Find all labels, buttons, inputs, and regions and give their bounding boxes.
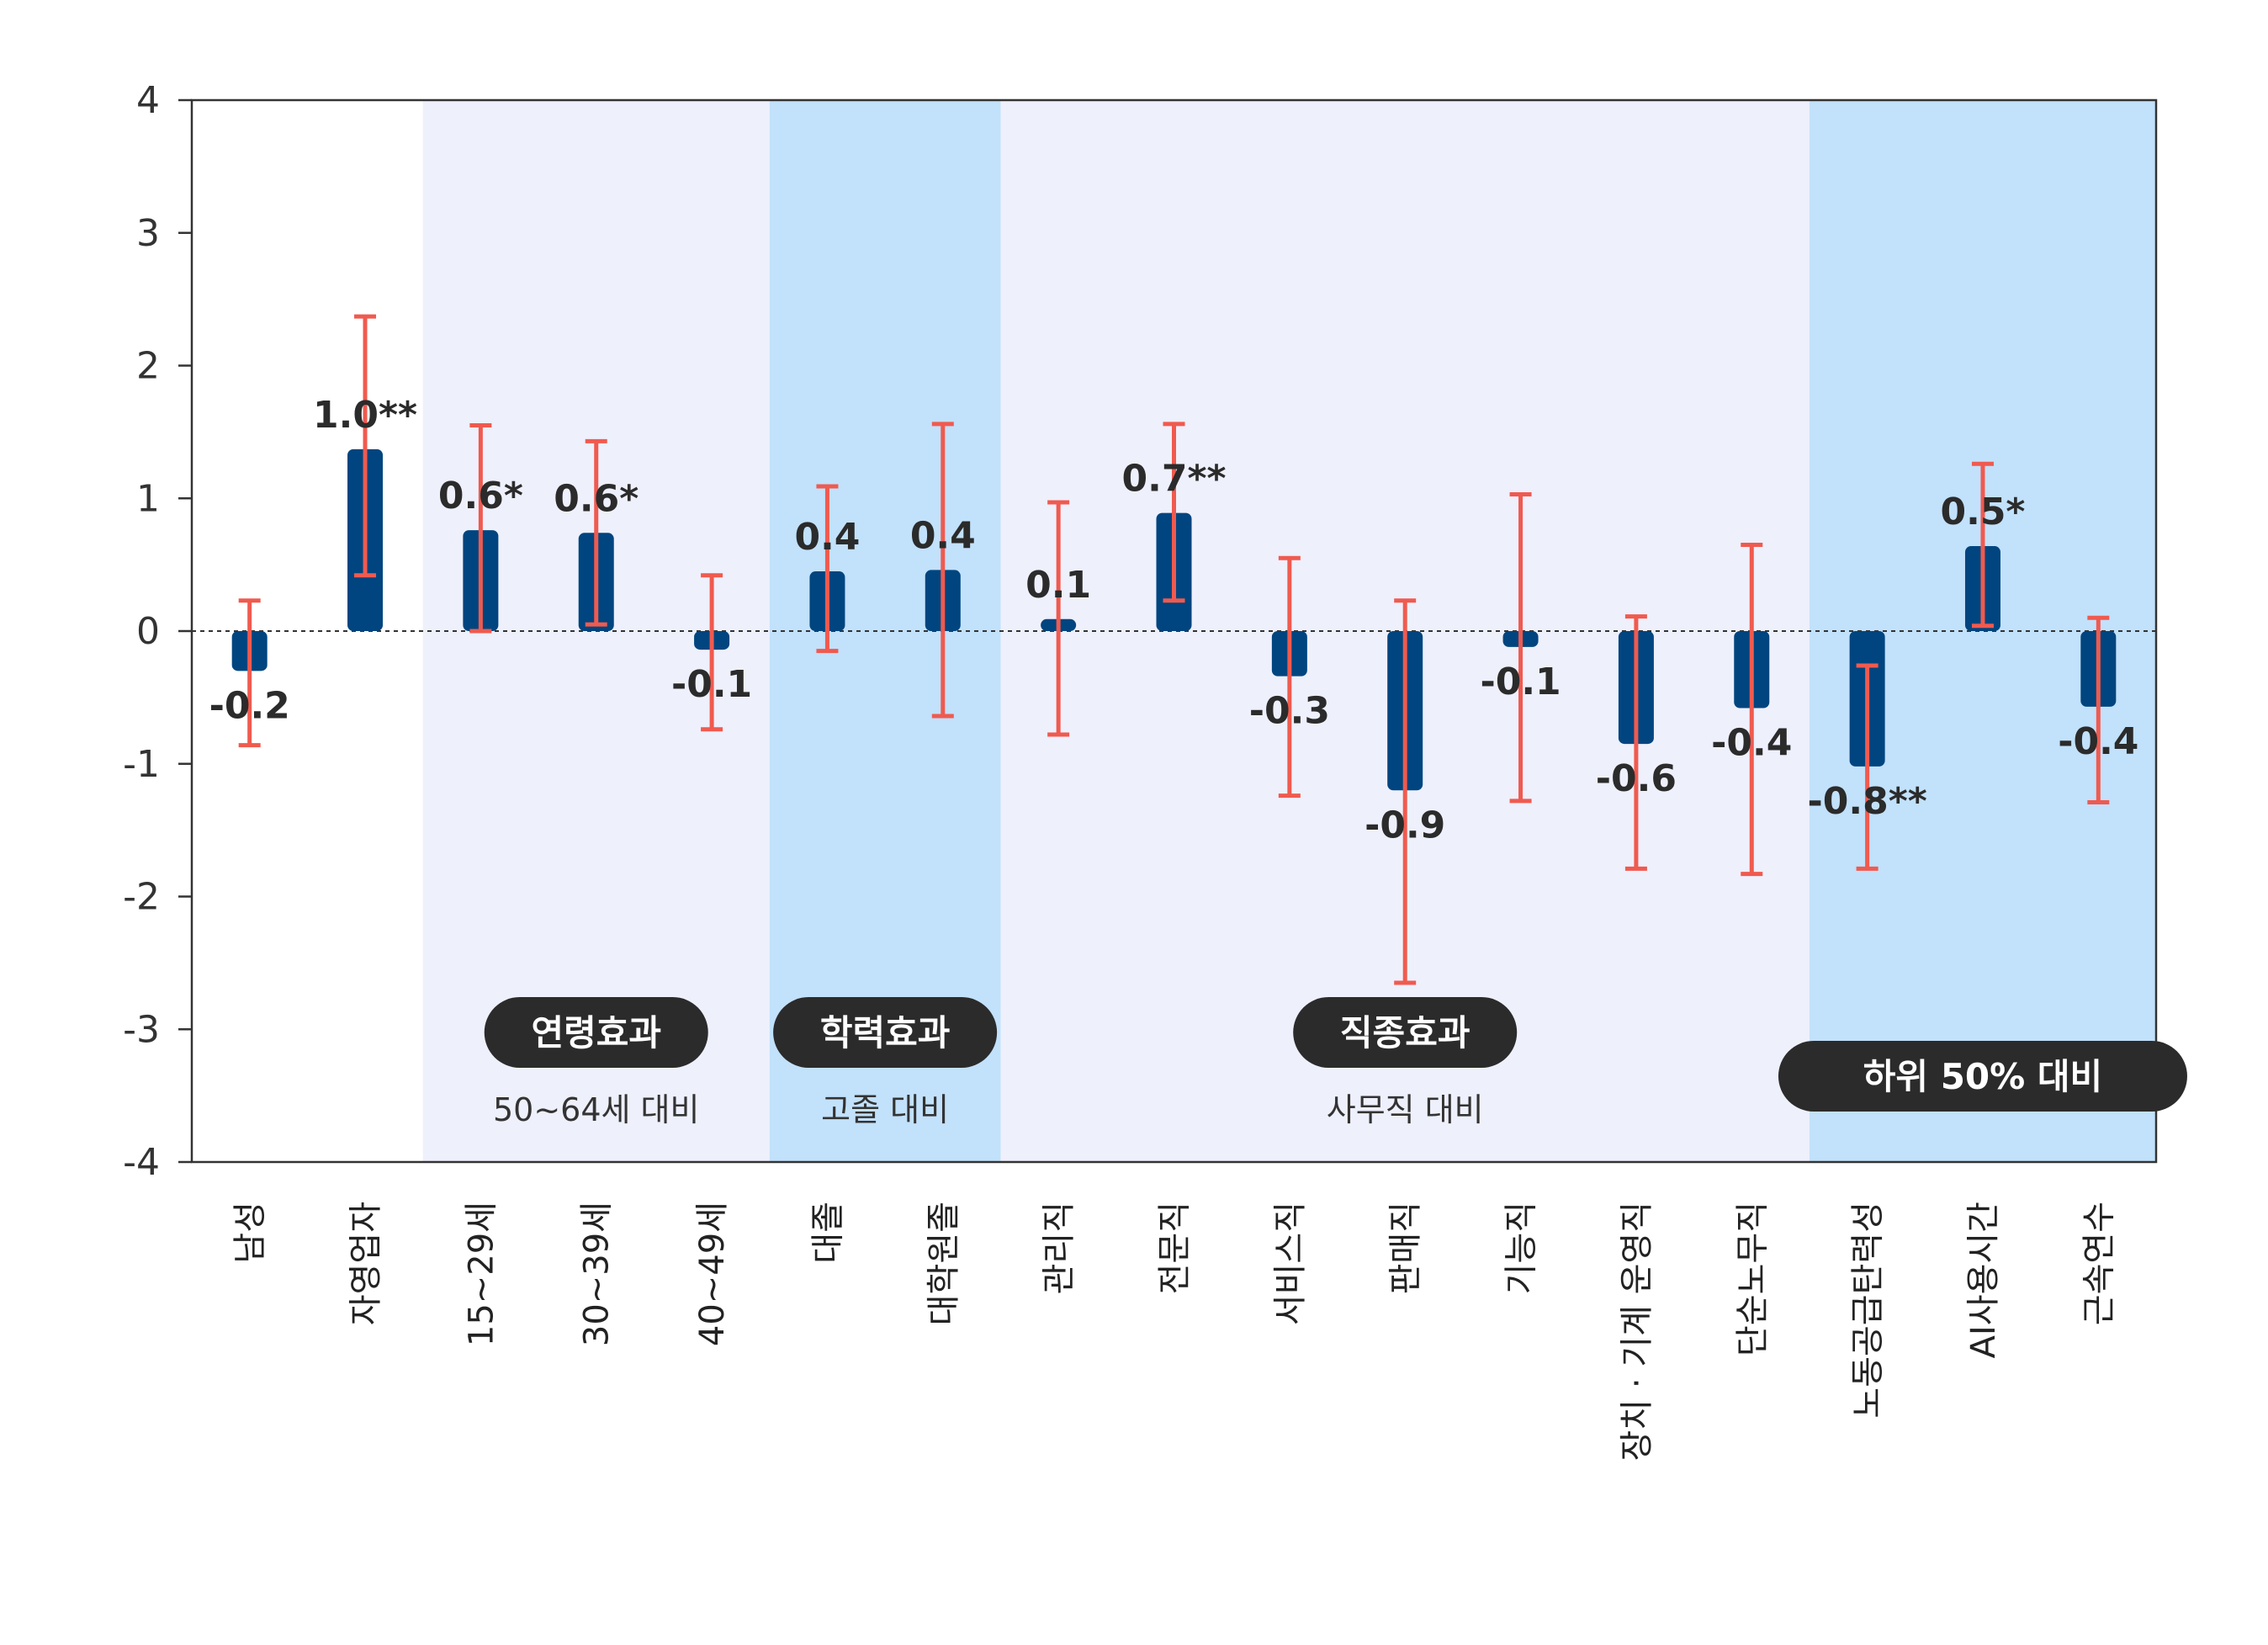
group-name: 하위 50% 대비 bbox=[1863, 1056, 2102, 1097]
x-category-label: AI사용시간 bbox=[1964, 1202, 2003, 1358]
value-label: 0.7** bbox=[1122, 458, 1227, 501]
group-name: 학력효과 bbox=[820, 1012, 951, 1053]
group-pill bbox=[1293, 997, 1518, 1068]
group-baseline: 고졸 대비 bbox=[821, 1091, 949, 1128]
value-label: 0.6* bbox=[438, 475, 523, 517]
value-label: 0.1 bbox=[1025, 564, 1091, 607]
group-pill bbox=[773, 997, 998, 1068]
x-category-label: 전문직 bbox=[1156, 1202, 1195, 1294]
x-category-label: 40~49세 bbox=[693, 1202, 732, 1346]
value-label: -0.6 bbox=[1596, 757, 1677, 800]
y-tick-label: -1 bbox=[123, 743, 160, 786]
value-label: 0.4 bbox=[794, 516, 860, 559]
group-name: 직종효과 bbox=[1340, 1012, 1470, 1053]
x-category-label: 15~29세 bbox=[462, 1202, 501, 1346]
x-category-label: 자영업자 bbox=[347, 1202, 385, 1325]
x-category-label: 대졸 bbox=[808, 1202, 847, 1264]
y-tick-label: 2 bbox=[136, 345, 160, 388]
x-category-label: 판매직 bbox=[1386, 1202, 1425, 1294]
value-label: -0.1 bbox=[1480, 661, 1561, 703]
group-baseline: 사무직 대비 bbox=[1327, 1091, 1484, 1128]
x-category-label: 기능직 bbox=[1502, 1202, 1541, 1294]
group-name: 연령효과 bbox=[531, 1012, 661, 1053]
error-bars bbox=[238, 314, 2110, 985]
value-label: -0.4 bbox=[2058, 720, 2138, 763]
y-tick-label: 1 bbox=[136, 477, 160, 520]
y-axis-ticks: 4 3 2 1 0 -1 -2 -3 -4 bbox=[123, 79, 192, 1184]
y-tick-label: -2 bbox=[123, 876, 160, 919]
value-label: -0.2 bbox=[209, 684, 290, 727]
value-label: 0.6* bbox=[554, 477, 639, 520]
value-label: -0.4 bbox=[1711, 721, 1792, 764]
x-category-label: 남성 bbox=[231, 1202, 270, 1264]
value-label: -0.9 bbox=[1365, 804, 1445, 846]
x-category-label: 장치 · 기계 운영직 bbox=[1618, 1202, 1656, 1461]
y-tick-label: 4 bbox=[136, 79, 160, 122]
x-category-label: 30~39세 bbox=[578, 1202, 617, 1346]
value-label: -0.1 bbox=[671, 663, 752, 706]
value-label: 0.4 bbox=[910, 514, 976, 557]
y-tick-label: 3 bbox=[136, 212, 160, 255]
x-category-label: 관리직 bbox=[1040, 1202, 1078, 1294]
y-tick-label: -3 bbox=[123, 1008, 160, 1051]
x-category-label: 서비스직 bbox=[1271, 1202, 1310, 1325]
y-tick-label: 0 bbox=[136, 610, 160, 653]
x-category-label: 근속연수 bbox=[2080, 1202, 2118, 1325]
group-pill bbox=[484, 997, 708, 1068]
value-labels: -0.2 1.0** 0.6* 0.6* -0.1 0.4 0.4 0.1 0.7** -0.3 -… bbox=[209, 394, 2139, 846]
x-category-label: 대학원졸 bbox=[925, 1202, 963, 1325]
value-label: 1.0** bbox=[313, 394, 417, 437]
value-label: 0.5* bbox=[1940, 491, 2025, 533]
value-label: -0.3 bbox=[1249, 690, 1330, 733]
y-tick-label: -4 bbox=[123, 1141, 160, 1184]
value-label: -0.8** bbox=[1808, 780, 1927, 823]
bar-series bbox=[231, 448, 2117, 791]
x-category-label: 노동공급탄력성 bbox=[1849, 1202, 1888, 1419]
group-pill bbox=[1778, 1041, 2187, 1112]
group-baseline: 50~64세 대비 bbox=[493, 1091, 700, 1128]
x-axis-category-labels: 남성 자영업자 15~29세 30~39세 40~49세 대졸 대학원졸 관리직 전문직 서비스직… bbox=[231, 1202, 2119, 1461]
x-category-label: 단순노무직 bbox=[1733, 1202, 1772, 1356]
